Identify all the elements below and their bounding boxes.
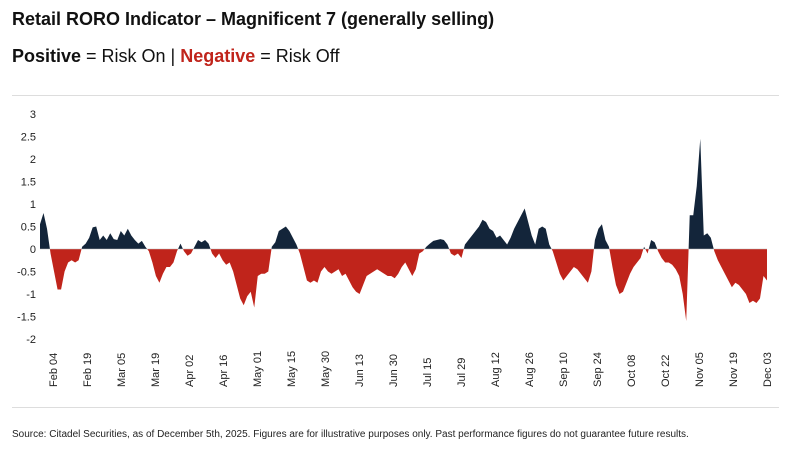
x-tick-label: Nov 05 bbox=[694, 352, 706, 387]
x-tick-label: Apr 02 bbox=[184, 355, 196, 387]
x-tick-label: Aug 26 bbox=[524, 352, 536, 387]
y-tick-label: 0 bbox=[30, 244, 36, 256]
y-tick-label: -1 bbox=[26, 289, 36, 301]
x-tick-label: Feb 04 bbox=[48, 353, 60, 387]
chart-area: 3 2.5 2 1.5 1 0.5 0 -0.5 -1 -1.5 -2 Feb 04 Feb 19 Mar… bbox=[12, 95, 779, 408]
positive-risk-on-area bbox=[40, 138, 767, 249]
chart-title: Retail RORO Indicator – Magnificent 7 (g… bbox=[12, 9, 495, 29]
y-tick-label: 3 bbox=[30, 109, 36, 121]
x-tick-label: Sep 10 bbox=[558, 352, 570, 387]
x-tick-label: Dec 03 bbox=[762, 352, 774, 387]
x-tick-label: Jun 30 bbox=[388, 354, 400, 387]
x-tick-label: Jun 13 bbox=[354, 354, 366, 387]
x-tick-label: Apr 16 bbox=[218, 355, 230, 387]
x-tick-label: May 15 bbox=[286, 351, 298, 387]
x-tick-label: Feb 19 bbox=[82, 353, 94, 387]
x-tick-label: Oct 08 bbox=[626, 355, 638, 387]
y-tick-label: -0.5 bbox=[17, 267, 36, 279]
y-tick-label: 0.5 bbox=[21, 222, 36, 234]
y-tick-label: 1 bbox=[30, 199, 36, 211]
source-note: Source: Citadel Securities, as of Decemb… bbox=[12, 429, 689, 440]
x-tick-label: Sep 24 bbox=[592, 352, 604, 387]
x-tick-label: May 01 bbox=[252, 351, 264, 387]
x-tick-label: Mar 19 bbox=[150, 353, 162, 387]
y-tick-label: -2 bbox=[26, 334, 36, 346]
x-tick-label: Nov 19 bbox=[728, 352, 740, 387]
x-tick-label: Mar 05 bbox=[116, 353, 128, 387]
x-tick-label: Jul 29 bbox=[456, 358, 468, 387]
y-tick-label: 1.5 bbox=[21, 177, 36, 189]
chart-subtitle: Positive = Risk On | Negative = Risk Off bbox=[12, 46, 339, 67]
y-tick-label: 2.5 bbox=[21, 132, 36, 144]
y-tick-label: -1.5 bbox=[17, 312, 36, 324]
positive-meaning: = Risk On | bbox=[81, 46, 181, 66]
y-tick-label: 2 bbox=[30, 154, 36, 166]
positive-label: Positive bbox=[12, 46, 82, 66]
negative-risk-off-area bbox=[40, 249, 767, 321]
negative-meaning: = Risk Off bbox=[255, 46, 340, 66]
negative-label: Negative bbox=[180, 46, 256, 66]
roro-chart: 3 2.5 2 1.5 1 0.5 0 -0.5 -1 -1.5 -2 Feb 04 Feb 19 Mar… bbox=[17, 109, 774, 387]
x-tick-label: Oct 22 bbox=[660, 355, 672, 387]
x-tick-label: May 30 bbox=[320, 351, 332, 387]
x-tick-label: Aug 12 bbox=[490, 352, 502, 387]
x-tick-label: Jul 15 bbox=[422, 358, 434, 387]
